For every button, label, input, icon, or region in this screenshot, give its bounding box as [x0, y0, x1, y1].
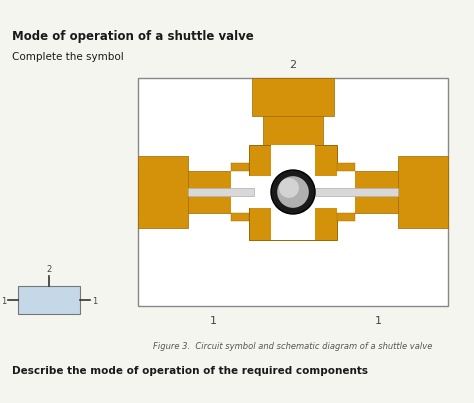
Text: 1: 1 — [210, 316, 217, 326]
Bar — [249, 145, 337, 239]
Bar — [337, 213, 355, 221]
Bar — [138, 156, 188, 228]
Circle shape — [277, 176, 309, 208]
Bar — [337, 163, 355, 171]
Bar — [138, 171, 249, 213]
Bar — [188, 188, 254, 196]
Text: 1: 1 — [92, 297, 97, 307]
Bar — [271, 208, 315, 239]
Text: Mode of operation of a shuttle valve: Mode of operation of a shuttle valve — [12, 30, 254, 43]
Text: 1: 1 — [374, 316, 382, 326]
Bar — [231, 163, 249, 221]
Text: 2: 2 — [46, 265, 52, 274]
Text: Describe the mode of operation of the required components: Describe the mode of operation of the re… — [12, 366, 368, 376]
Bar — [315, 188, 398, 196]
Bar — [271, 145, 315, 176]
Bar — [247, 176, 339, 208]
Bar — [337, 171, 448, 213]
Text: 1: 1 — [1, 297, 6, 307]
Text: Complete the symbol: Complete the symbol — [12, 52, 124, 62]
Bar — [337, 163, 355, 221]
Bar — [231, 213, 249, 221]
Bar — [252, 78, 334, 116]
Bar — [398, 156, 448, 228]
Bar — [138, 78, 448, 306]
Bar — [231, 163, 249, 171]
Circle shape — [279, 178, 299, 198]
Bar — [18, 286, 80, 314]
Text: Figure 3.  Circuit symbol and schematic diagram of a shuttle valve: Figure 3. Circuit symbol and schematic d… — [153, 342, 433, 351]
Text: 2: 2 — [290, 60, 297, 70]
Bar — [263, 78, 323, 147]
Circle shape — [271, 170, 315, 214]
